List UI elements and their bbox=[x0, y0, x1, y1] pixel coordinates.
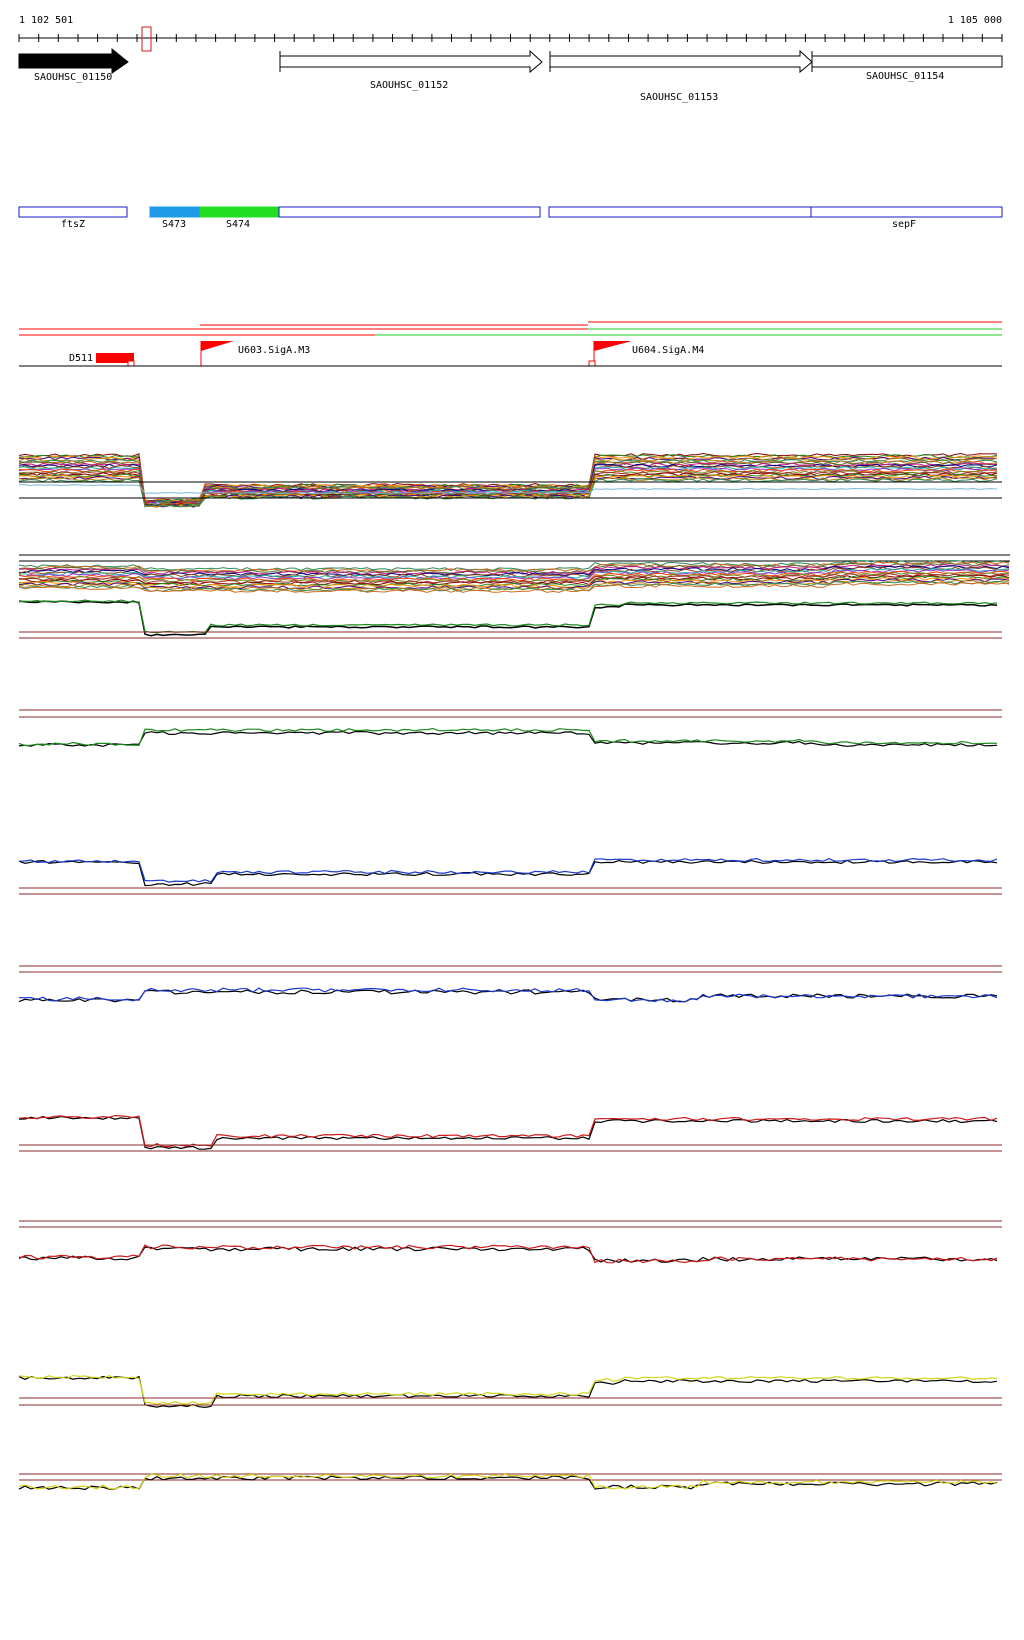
gene-label: SAOUHSC_01152 bbox=[370, 80, 448, 91]
promoter-flag-U603[interactable] bbox=[201, 341, 234, 351]
feature-box-S474[interactable] bbox=[199, 206, 280, 218]
selection-marker[interactable] bbox=[141, 26, 152, 52]
overlay-a-series bbox=[19, 484, 998, 495]
yellow-2-trace bbox=[18, 1473, 998, 1490]
feature-label: sepF bbox=[892, 219, 916, 230]
gene-arrow-SAOUHSC_01152[interactable] bbox=[279, 49, 543, 74]
promoter-label: U603.SigA.M3 bbox=[238, 345, 310, 356]
red-2-dark-trace bbox=[18, 1246, 998, 1263]
ruler-end-label: 1 105 000 bbox=[948, 15, 1002, 26]
overlay-b-series bbox=[18, 575, 1010, 587]
overlay-b-series bbox=[18, 573, 1010, 585]
overlay-a-series bbox=[18, 457, 998, 504]
green-2-trace bbox=[18, 727, 998, 747]
overlay-b-series bbox=[18, 565, 1010, 577]
overlay-a-series bbox=[18, 468, 998, 506]
feature-box-sepF[interactable] bbox=[810, 206, 1003, 218]
overlay-b-series bbox=[18, 562, 1010, 574]
blue-1-dark-trace bbox=[18, 859, 998, 887]
overlay-b-series bbox=[19, 580, 1010, 592]
promoter-label: U604.SigA.M4 bbox=[632, 345, 704, 356]
gene-arrow-SAOUHSC_01153[interactable] bbox=[549, 49, 813, 74]
signal-tracks bbox=[18, 452, 1010, 1491]
promoter-block-D511[interactable] bbox=[96, 353, 134, 363]
gene-track: SAOUHSC_01150 SAOUHSC_01152 SAOUHSC_0115… bbox=[18, 47, 1003, 103]
overlay-b-series bbox=[18, 559, 1010, 571]
promoter-marker bbox=[588, 360, 596, 367]
feature-box[interactable] bbox=[548, 206, 812, 218]
feature-label: S474 bbox=[226, 219, 250, 230]
overlay-b-series bbox=[18, 582, 1010, 593]
red-2-trace bbox=[18, 1244, 998, 1264]
feature-label: S473 bbox=[162, 219, 186, 230]
gene-label: SAOUHSC_01154 bbox=[866, 71, 944, 82]
feature-label: ftsZ bbox=[61, 219, 85, 230]
gene-arrow-SAOUHSC_01150[interactable] bbox=[18, 47, 129, 74]
feature-box-S473[interactable] bbox=[149, 206, 201, 218]
yellow-2-dark-trace bbox=[18, 1475, 998, 1491]
coordinate-ruler: 1 102 501 1 105 000 bbox=[18, 15, 1003, 52]
ruler-ticks bbox=[18, 34, 1003, 42]
promoter-track: D511 U603.SigA.M3 U604.SigA.M4 bbox=[19, 321, 1002, 367]
blue-2-dark-trace bbox=[18, 989, 998, 1003]
feature-box[interactable] bbox=[278, 206, 541, 218]
overlay-b-series bbox=[18, 569, 1010, 581]
green-2-dark-trace bbox=[18, 730, 998, 748]
overlay-b-series bbox=[18, 566, 1010, 578]
red-1-dark-trace bbox=[18, 1115, 998, 1150]
red-1-trace bbox=[18, 1114, 998, 1148]
promoter-marker bbox=[127, 360, 135, 367]
yellow-1-trace bbox=[18, 1374, 998, 1405]
gene-label: SAOUHSC_01153 bbox=[640, 92, 718, 103]
ruler-start-label: 1 102 501 bbox=[19, 15, 73, 26]
gene-arrow-SAOUHSC_01154[interactable] bbox=[811, 55, 1003, 68]
promoter-label: D511 bbox=[69, 353, 93, 364]
blue-1-trace bbox=[18, 857, 998, 883]
feature-box-ftsZ[interactable] bbox=[18, 206, 128, 218]
feature-track: ftsZ S473 S474 sepF bbox=[18, 206, 1003, 230]
gene-label: SAOUHSC_01150 bbox=[34, 72, 112, 83]
promoter-flag-U604[interactable] bbox=[594, 341, 632, 351]
blue-2-trace bbox=[18, 987, 998, 1003]
overlay-b-dark-trace bbox=[18, 600, 998, 637]
